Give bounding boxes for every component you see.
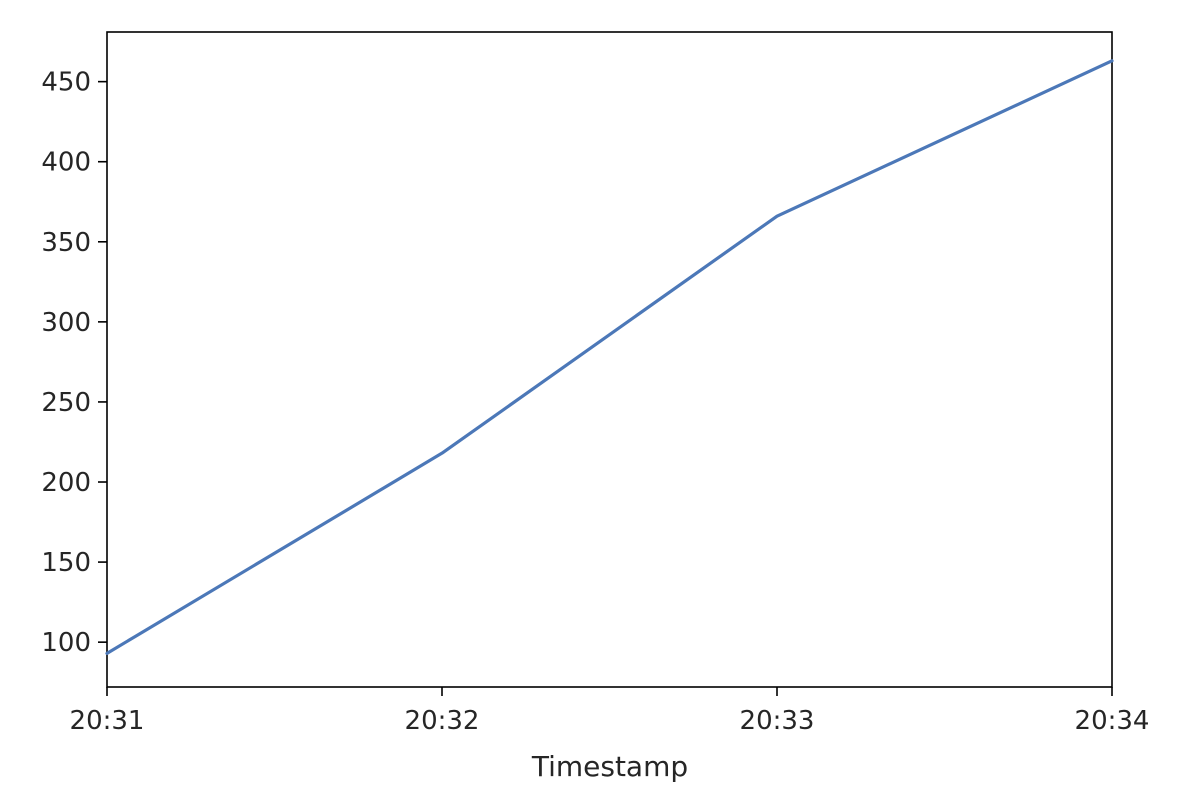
y-tick-label: 250 bbox=[41, 388, 91, 418]
y-tick-label: 400 bbox=[41, 148, 91, 178]
y-tick-label: 300 bbox=[41, 308, 91, 338]
x-axis: 20:31 20:32 20:33 20:34 bbox=[70, 687, 1150, 736]
series-layer bbox=[105, 59, 1114, 655]
y-axis: 100 150 200 250 300 350 400 450 bbox=[41, 68, 107, 658]
x-tick-label: 20:31 bbox=[70, 706, 145, 736]
plot-frame bbox=[106, 31, 1113, 688]
plot-area bbox=[106, 31, 1113, 688]
y-tick-label: 150 bbox=[41, 548, 91, 578]
x-tick-label: 20:34 bbox=[1075, 706, 1150, 736]
y-tick-label: 350 bbox=[41, 228, 91, 258]
x-tick-label: 20:32 bbox=[405, 706, 480, 736]
y-tick-label: 200 bbox=[41, 468, 91, 498]
y-tick-label: 100 bbox=[41, 628, 91, 658]
x-tick-label: 20:33 bbox=[740, 706, 815, 736]
x-axis-title: Timestamp bbox=[531, 750, 688, 783]
series-line-0 bbox=[105, 59, 1114, 655]
y-tick-label: 450 bbox=[41, 68, 91, 98]
